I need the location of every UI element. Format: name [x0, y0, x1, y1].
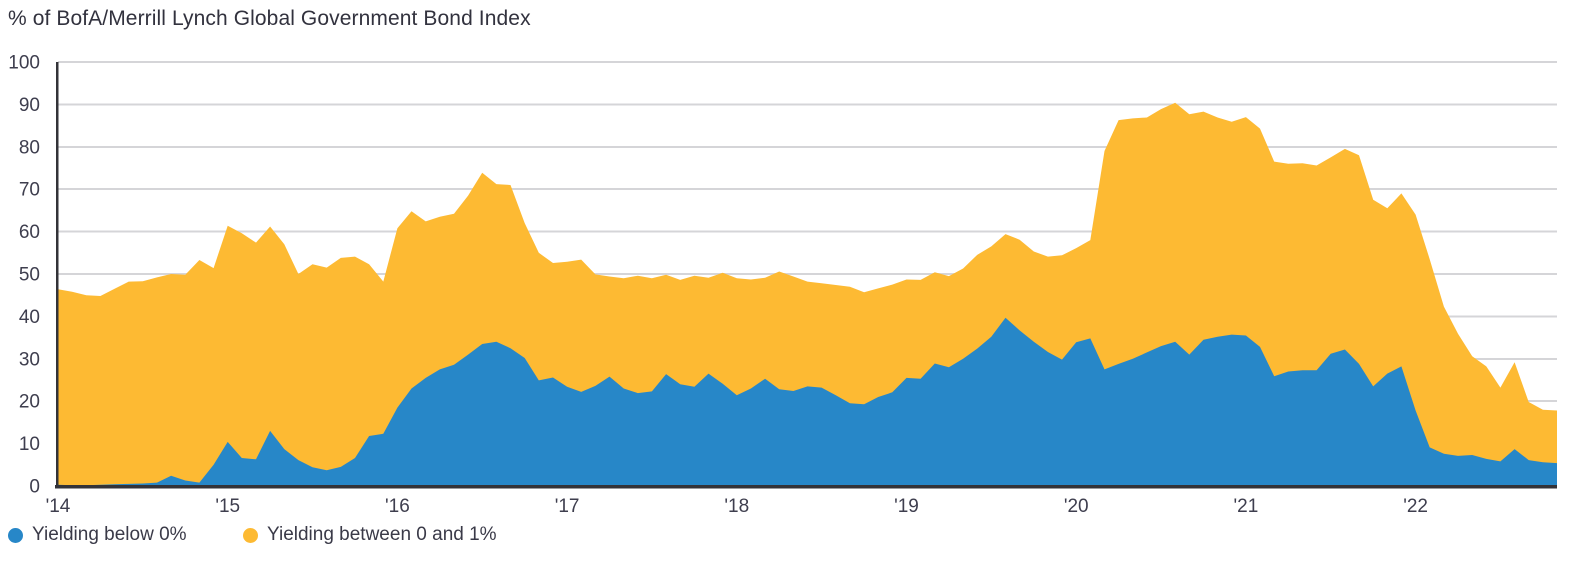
- y-axis-tick-label-10: 10: [19, 434, 40, 455]
- area-yielding-below-0: [58, 317, 1557, 486]
- x-axis-tick-label-16: '16: [385, 496, 410, 517]
- legend-label-yielding-below-0: Yielding below 0%: [32, 524, 187, 545]
- y-axis-tick-label-20: 20: [19, 392, 40, 413]
- legend-item-yielding-below-0: Yielding below 0%: [8, 524, 187, 546]
- x-axis-line: [55, 485, 1557, 489]
- y-axis-tick-label-80: 80: [19, 137, 40, 158]
- legend-label-yielding-0-to-1: Yielding between 0 and 1%: [267, 524, 497, 545]
- y-axis-tick-label-90: 90: [19, 95, 40, 116]
- y-axis-tick-label-40: 40: [19, 307, 40, 328]
- x-axis-tick-label-14: '14: [46, 496, 71, 517]
- x-axis-tick-label-15: '15: [215, 496, 240, 517]
- y-axis-tick-label-70: 70: [19, 180, 40, 201]
- y-axis-tick-label-100: 100: [8, 53, 40, 74]
- x-axis-tick-label-17: '17: [555, 496, 580, 517]
- x-axis-tick-label-18: '18: [724, 496, 749, 517]
- y-axis-tick-label-0: 0: [29, 477, 40, 498]
- legend-dot-yellow-icon: [243, 527, 258, 543]
- y-axis-tick-label-60: 60: [19, 222, 40, 243]
- y-axis-line: [56, 62, 59, 486]
- x-axis-tick-label-21: '21: [1234, 496, 1259, 517]
- x-axis-tick-label-20: '20: [1064, 496, 1089, 517]
- chart-title: % of BofA/Merrill Lynch Global Governmen…: [8, 7, 531, 30]
- x-axis-tick-label-19: '19: [894, 496, 919, 517]
- x-axis-tick-label-22: '22: [1403, 496, 1428, 517]
- legend-item-yielding-0-to-1: Yielding between 0 and 1%: [243, 524, 497, 546]
- y-axis-tick-label-30: 30: [19, 349, 40, 370]
- chart-legend: Yielding below 0% Yielding between 0 and…: [0, 524, 1576, 548]
- y-axis-tick-label-50: 50: [19, 265, 40, 286]
- legend-dot-blue-icon: [8, 527, 23, 543]
